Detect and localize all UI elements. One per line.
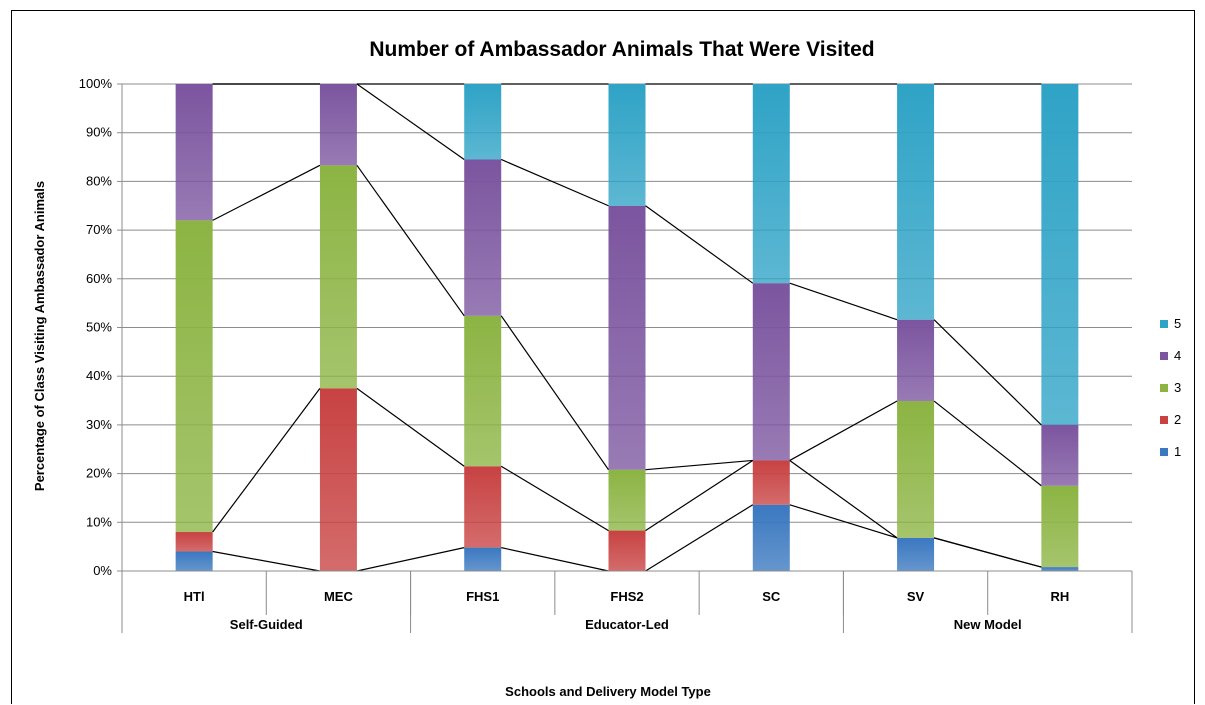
x-axis-label: Schools and Delivery Model Type bbox=[505, 684, 711, 699]
bar-rh-series-4 bbox=[1041, 424, 1079, 486]
y-tick-label: 30% bbox=[86, 417, 112, 432]
bar-fhs1-series-5 bbox=[464, 84, 502, 160]
bar-fhs2-series-3 bbox=[608, 469, 646, 531]
bar-mec-series-3 bbox=[319, 165, 357, 389]
bar-htl-series-3 bbox=[175, 220, 213, 533]
series-line bbox=[789, 400, 898, 461]
y-tick-label: 10% bbox=[86, 514, 112, 529]
chart-title: Number of Ambassador Animals That Were V… bbox=[369, 38, 874, 61]
bar-htl-series-2 bbox=[175, 532, 213, 552]
bar-rh-series-5 bbox=[1041, 84, 1079, 425]
x-tick-label: MEC bbox=[324, 589, 354, 604]
series-line bbox=[212, 164, 321, 221]
legend-label-5: 5 bbox=[1174, 316, 1181, 331]
group-label: Educator-Led bbox=[585, 617, 669, 632]
series-line bbox=[933, 319, 1042, 426]
legend-swatch-2 bbox=[1160, 416, 1168, 424]
series-line bbox=[356, 547, 465, 572]
series-line bbox=[501, 547, 609, 572]
legend-label-1: 1 bbox=[1174, 444, 1181, 459]
series-line bbox=[356, 387, 465, 467]
legend-swatch-3 bbox=[1160, 384, 1168, 392]
x-tick-label: FHS2 bbox=[610, 589, 643, 604]
x-tick-label: FHS1 bbox=[466, 589, 499, 604]
series-line bbox=[645, 205, 754, 284]
y-tick-label: 100% bbox=[79, 76, 113, 91]
series-line bbox=[645, 504, 754, 572]
y-axis-label: Percentage of Class Visiting Ambassador … bbox=[32, 181, 47, 491]
x-tick-label: RH bbox=[1050, 589, 1069, 604]
series-line bbox=[500, 158, 609, 207]
bar-sc-series-1 bbox=[752, 504, 790, 571]
legend-swatch-1 bbox=[1160, 448, 1168, 456]
series-line bbox=[212, 388, 321, 533]
bar-sc-series-4 bbox=[752, 283, 790, 461]
group-label: New Model bbox=[954, 617, 1022, 632]
legend-label-3: 3 bbox=[1174, 380, 1181, 395]
legend-label-4: 4 bbox=[1174, 348, 1181, 363]
legend: 5 4 3 2 1 bbox=[1160, 316, 1181, 459]
bars bbox=[175, 84, 1079, 571]
bar-rh-series-3 bbox=[1041, 485, 1079, 568]
bar-sv-series-4 bbox=[897, 319, 935, 402]
chart-frame: Number of Ambassador Animals That Were V… bbox=[11, 10, 1195, 704]
bar-sc-series-5 bbox=[752, 84, 790, 284]
y-tick-label: 0% bbox=[93, 563, 112, 578]
series-line bbox=[356, 164, 465, 317]
chart-svg: Number of Ambassador Animals That Were V… bbox=[32, 38, 1181, 699]
series-lines bbox=[212, 83, 1042, 572]
bar-fhs1-series-1 bbox=[464, 547, 502, 571]
y-tick-label: 20% bbox=[86, 466, 112, 481]
legend-swatch-4 bbox=[1160, 352, 1168, 360]
bar-fhs2-series-4 bbox=[608, 205, 646, 470]
bar-mec-series-2 bbox=[319, 388, 357, 571]
series-line bbox=[500, 465, 609, 532]
bar-mec-series-4 bbox=[319, 84, 357, 166]
bar-sv-series-5 bbox=[897, 84, 935, 320]
x-axis: HTl MEC FHS1 FHS2 SC SV RH Self-Guided Educator-… bbox=[121, 570, 1133, 633]
y-tick-label: 40% bbox=[86, 368, 112, 383]
y-axis-ticks: 0% 10% 20% 30% 40% 50% 60% 70% 80% 90% 100% bbox=[79, 76, 113, 578]
group-label: Self-Guided bbox=[230, 617, 303, 632]
x-tick-label: SC bbox=[762, 589, 781, 604]
legend-label-2: 2 bbox=[1174, 412, 1181, 427]
bar-fhs1-series-3 bbox=[464, 315, 502, 467]
series-line bbox=[789, 504, 898, 539]
series-line bbox=[645, 459, 753, 471]
bar-fhs2-series-2 bbox=[608, 530, 646, 571]
bar-sv-series-1 bbox=[897, 537, 935, 571]
legend-swatch-5 bbox=[1160, 320, 1168, 328]
series-line bbox=[500, 315, 609, 471]
x-tick-label: HTl bbox=[184, 589, 205, 604]
bar-sc-series-2 bbox=[752, 460, 790, 505]
y-tick-label: 80% bbox=[86, 173, 112, 188]
bar-sv-series-3 bbox=[897, 401, 935, 538]
y-tick-label: 90% bbox=[86, 125, 112, 140]
bar-fhs2-series-5 bbox=[608, 84, 646, 206]
series-line bbox=[789, 459, 898, 539]
series-line bbox=[645, 459, 754, 532]
series-line bbox=[789, 282, 898, 321]
series-line bbox=[933, 400, 1042, 487]
series-line bbox=[933, 537, 1042, 568]
y-tick-label: 50% bbox=[86, 320, 112, 335]
bar-htl-series-4 bbox=[175, 84, 213, 221]
x-tick-label: SV bbox=[907, 589, 925, 604]
bar-htl-series-1 bbox=[175, 551, 213, 571]
series-line bbox=[356, 83, 465, 160]
series-line bbox=[212, 550, 321, 572]
bar-fhs1-series-4 bbox=[464, 159, 502, 316]
bar-rh-series-1 bbox=[1041, 567, 1079, 571]
y-tick-label: 70% bbox=[86, 222, 112, 237]
y-tick-label: 60% bbox=[86, 271, 112, 286]
bar-fhs1-series-2 bbox=[464, 466, 502, 548]
